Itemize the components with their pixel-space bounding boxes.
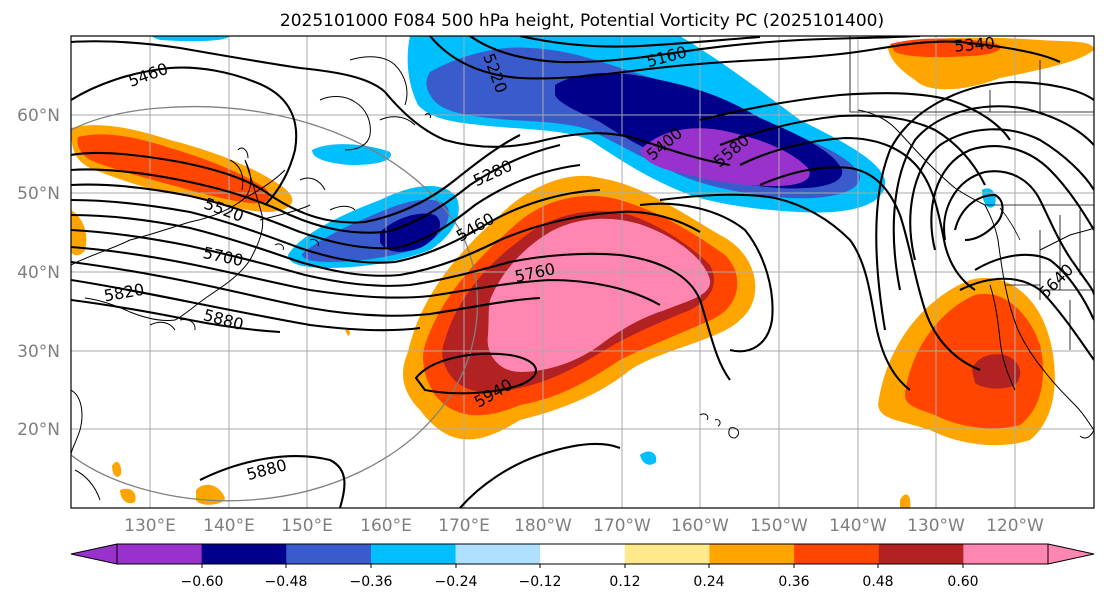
lon-tick-label: 130°E — [124, 516, 176, 536]
lon-tick-label: 160°E — [360, 516, 412, 536]
lon-tick-label: 180°W — [514, 516, 572, 536]
colorbar-tick-label: 0.12 — [609, 574, 640, 590]
colorbar: −0.60 −0.48 −0.36 −0.24 −0.12 0.12 0.24 … — [70, 543, 1095, 590]
coastlines — [71, 56, 1094, 501]
colorbar-tick-label: 0.60 — [947, 574, 978, 590]
lat-tick-label: 20°N — [17, 420, 60, 440]
lon-tick-label: 150°W — [750, 516, 808, 536]
lat-tick-label: 50°N — [17, 184, 60, 204]
colorbar-swatch — [624, 544, 710, 564]
colorbar-swatch — [878, 544, 964, 564]
lon-tick-label: 120°W — [986, 516, 1044, 536]
colorbar-swatch — [963, 544, 1049, 564]
colorbar-outline — [70, 543, 1095, 565]
lon-tick-label: 140°W — [829, 516, 887, 536]
lat-tick-label: 60°N — [17, 106, 60, 126]
colorbar-swatch — [286, 544, 372, 564]
colorbar-swatch — [709, 544, 795, 564]
lat-tick-label: 40°N — [17, 263, 60, 283]
lat-tick-label: 30°N — [17, 342, 60, 362]
lon-tick-label: 140°E — [203, 516, 255, 536]
positive-pv-shading — [71, 37, 1094, 508]
colorbar-swatch — [117, 544, 203, 564]
colorbar-tick-label: −0.60 — [181, 574, 224, 590]
range-circle — [71, 106, 479, 502]
lon-tick-label: 170°E — [438, 516, 490, 536]
map-area: 5460 5220 5160 5340 5400 5580 5280 5520 … — [71, 33, 1094, 508]
colorbar-swatch — [540, 544, 626, 564]
colorbar-tick-label: −0.24 — [435, 574, 478, 590]
lon-tick-label: 170°W — [593, 516, 651, 536]
colorbar-swatch — [794, 544, 880, 564]
map-frame — [70, 35, 1095, 509]
colorbar-tick-label: −0.48 — [265, 574, 308, 590]
longitude-axis: 130°E 140°E 150°E 160°E 170°E 180°W 170°… — [124, 516, 1044, 536]
latitude-axis: 60°N 50°N 40°N 30°N 20°N — [17, 106, 60, 440]
lon-tick-label: 130°W — [907, 516, 965, 536]
colorbar-swatch — [201, 544, 287, 564]
figure-title: 2025101000 F084 500 hPa height, Potentia… — [280, 11, 884, 31]
lon-tick-label: 150°E — [281, 516, 333, 536]
colorbar-tick-label: 0.24 — [693, 574, 724, 590]
colorbar-tick-label: −0.36 — [350, 574, 393, 590]
colorbar-swatch — [455, 544, 541, 564]
height-contours — [71, 36, 1094, 508]
lon-tick-label: 160°W — [671, 516, 729, 536]
colorbar-tick-label: 0.36 — [778, 574, 809, 590]
colorbar-ticks: −0.60 −0.48 −0.36 −0.24 −0.12 0.12 0.24 … — [181, 564, 979, 590]
colorbar-tick-label: 0.48 — [862, 574, 893, 590]
colorbar-tick-label: −0.12 — [519, 574, 562, 590]
colorbar-min-extend-arrow — [71, 544, 117, 564]
colorbar-max-extend-arrow — [1048, 544, 1094, 564]
colorbar-swatch — [370, 544, 457, 564]
contour-label: 5340 — [953, 33, 995, 55]
